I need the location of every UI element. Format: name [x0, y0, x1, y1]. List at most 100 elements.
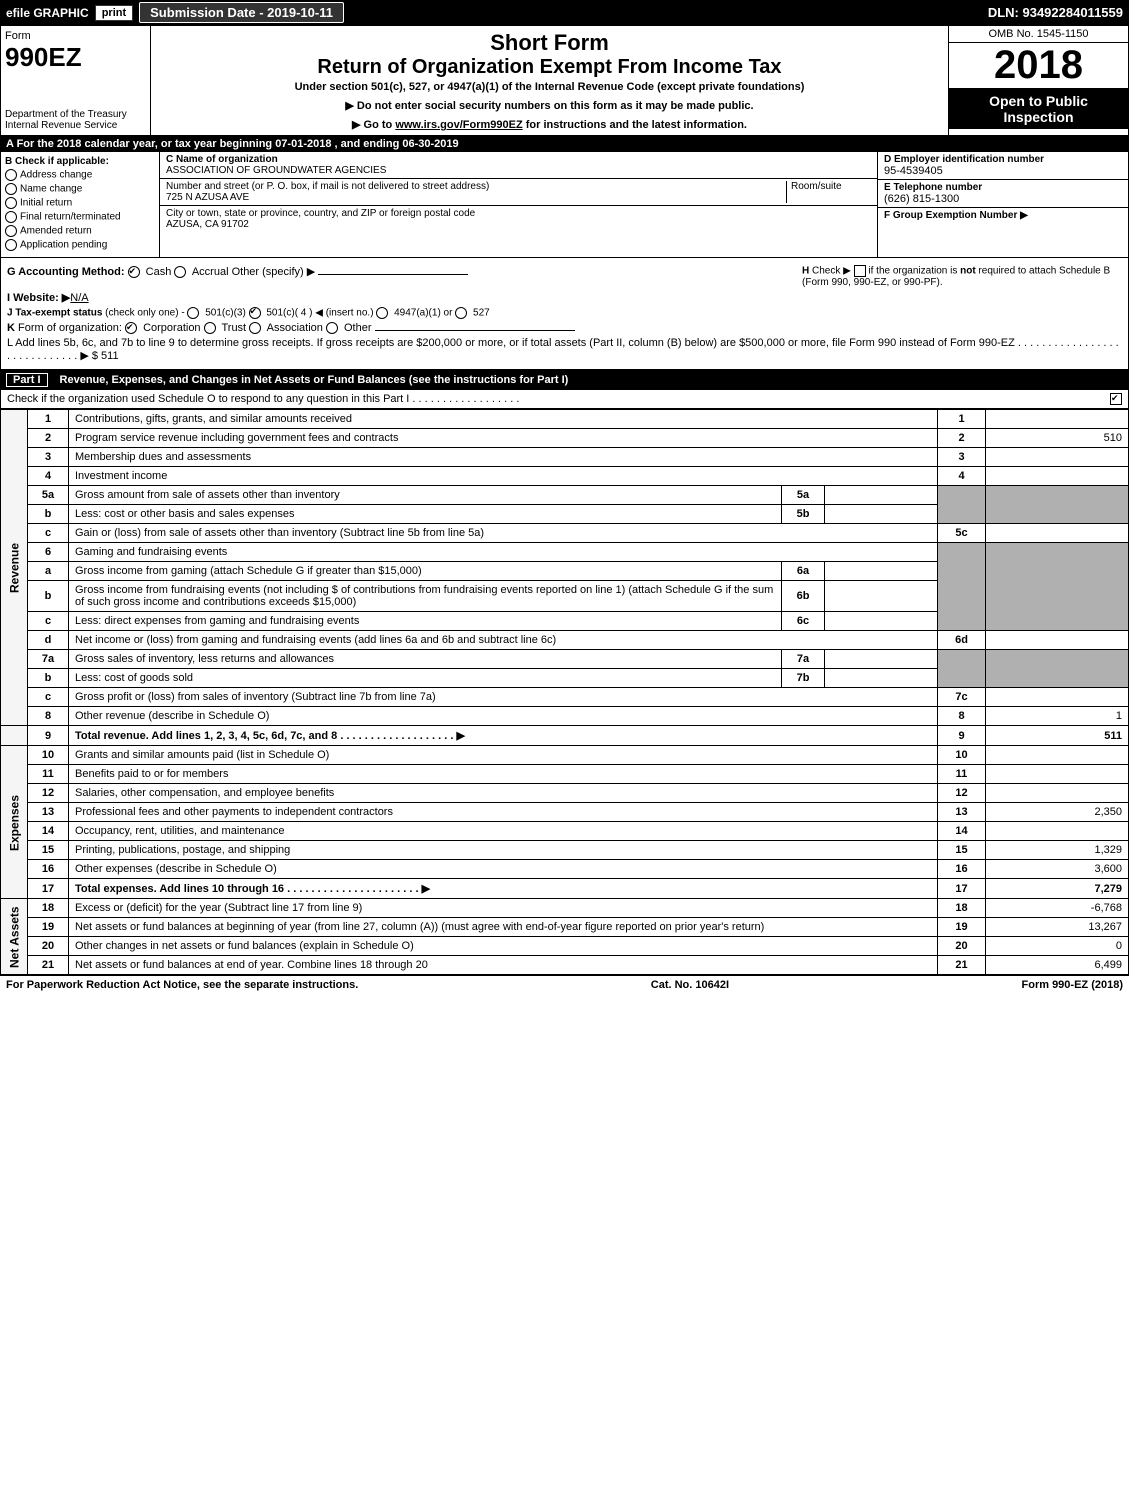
line-9-box: 9 [938, 726, 986, 746]
line-4-desc: Investment income [69, 467, 938, 486]
line-6c-subval [825, 612, 938, 631]
row-5c: c Gain or (loss) from sale of assets oth… [1, 524, 1129, 543]
row-9: 9 Total revenue. Add lines 1, 2, 3, 4, 5… [1, 726, 1129, 746]
footer-center: Cat. No. 10642I [651, 979, 729, 991]
opt-name-change-label: Name change [20, 184, 82, 195]
line-16-box: 16 [938, 860, 986, 879]
line-19-num: 19 [28, 918, 69, 937]
line-13-desc: Professional fees and other payments to … [69, 803, 938, 822]
other-radio[interactable] [326, 322, 338, 334]
4947-radio[interactable] [376, 307, 388, 319]
opt-amended-return[interactable]: Amended return [5, 225, 155, 237]
header-left: Form 990EZ Department of the Treasury In… [1, 26, 151, 135]
line-14-desc: Occupancy, rent, utilities, and maintena… [69, 822, 938, 841]
print-button[interactable]: print [95, 5, 133, 21]
line-1-num: 1 [28, 410, 69, 429]
header-right: OMB No. 1545-1150 2018 Open to Public In… [948, 26, 1128, 135]
line-7c-num: c [28, 688, 69, 707]
opt-final-return[interactable]: Final return/terminated [5, 211, 155, 223]
org-name-label: C Name of organization [166, 154, 278, 165]
line-7b-sub: 7b [782, 669, 825, 688]
line-6a-sub: 6a [782, 562, 825, 581]
line-1-desc: Contributions, gifts, grants, and simila… [69, 410, 938, 429]
section-f: F Group Exemption Number ▶ [878, 208, 1128, 223]
opt-initial-return[interactable]: Initial return [5, 197, 155, 209]
line-5a-desc: Gross amount from sale of assets other t… [69, 486, 782, 505]
opt-amended-return-label: Amended return [20, 226, 92, 237]
line-8-box: 8 [938, 707, 986, 726]
line-14-num: 14 [28, 822, 69, 841]
line-20-val: 0 [986, 937, 1129, 956]
schedule-b-check[interactable] [854, 265, 866, 277]
line-17-num: 17 [28, 879, 69, 899]
row-18: Net Assets 18 Excess or (deficit) for th… [1, 899, 1129, 918]
phone-value: (626) 815-1300 [884, 193, 959, 205]
city-value: AZUSA, CA 91702 [166, 219, 249, 230]
corp-radio[interactable] [125, 322, 137, 334]
line-10-num: 10 [28, 746, 69, 765]
line-8-num: 8 [28, 707, 69, 726]
cash-radio[interactable] [128, 266, 140, 278]
line-7a-sub: 7a [782, 650, 825, 669]
row-15: 15 Printing, publications, postage, and … [1, 841, 1129, 860]
accrual-radio[interactable] [174, 266, 186, 278]
line-5b-sub: 5b [782, 505, 825, 524]
line-6b-desc: Gross income from fundraising events (no… [69, 581, 782, 612]
section-c: C Name of organization ASSOCIATION OF GR… [160, 152, 877, 257]
line-6-desc: Gaming and fundraising events [69, 543, 938, 562]
section-b: B Check if applicable: Address change Na… [1, 152, 160, 257]
assoc-radio[interactable] [249, 322, 261, 334]
line-5c-desc: Gain or (loss) from sale of assets other… [69, 524, 938, 543]
schedule-o-check[interactable] [1110, 393, 1122, 405]
line-15-desc: Printing, publications, postage, and shi… [69, 841, 938, 860]
line-12-box: 12 [938, 784, 986, 803]
footer-left: For Paperwork Reduction Act Notice, see … [6, 979, 358, 991]
line-3-val [986, 448, 1129, 467]
line-6c-desc: Less: direct expenses from gaming and fu… [69, 612, 782, 631]
row-13: 13 Professional fees and other payments … [1, 803, 1129, 822]
opt-application-pending[interactable]: Application pending [5, 239, 155, 251]
meta-rows: G Accounting Method: Cash Accrual Other … [0, 258, 1129, 370]
line-6b-subval [825, 581, 938, 612]
line-10-val [986, 746, 1129, 765]
row-14: 14 Occupancy, rent, utilities, and maint… [1, 822, 1129, 841]
line-18-box: 18 [938, 899, 986, 918]
line-8-desc: Other revenue (describe in Schedule O) [69, 707, 938, 726]
line-6b-num: b [28, 581, 69, 612]
line-3-box: 3 [938, 448, 986, 467]
line-4-val [986, 467, 1129, 486]
501c-radio[interactable] [249, 307, 261, 319]
line-17-box: 17 [938, 879, 986, 899]
row-16: 16 Other expenses (describe in Schedule … [1, 860, 1129, 879]
line-16-val: 3,600 [986, 860, 1129, 879]
section-l: L Add lines 5b, 6c, and 7b to line 9 to … [7, 337, 1122, 362]
line-6d-box: 6d [938, 631, 986, 650]
line-6d-val [986, 631, 1129, 650]
opt-address-change[interactable]: Address change [5, 169, 155, 181]
opt-application-pending-label: Application pending [20, 240, 107, 251]
opt-final-return-label: Final return/terminated [20, 212, 121, 223]
line-12-num: 12 [28, 784, 69, 803]
line-3-desc: Membership dues and assessments [69, 448, 938, 467]
line-11-box: 11 [938, 765, 986, 784]
trust-radio[interactable] [204, 322, 216, 334]
row-20: 20 Other changes in net assets or fund b… [1, 937, 1129, 956]
line-3-num: 3 [28, 448, 69, 467]
grey-5 [938, 486, 986, 524]
subtitle: Under section 501(c), 527, or 4947(a)(1)… [155, 81, 944, 93]
line-18-desc: Excess or (deficit) for the year (Subtra… [69, 899, 938, 918]
grey-7 [938, 650, 986, 688]
line-10-box: 10 [938, 746, 986, 765]
line-17-val: 7,279 [986, 879, 1129, 899]
line-6-num: 6 [28, 543, 69, 562]
501c3-radio[interactable] [187, 307, 199, 319]
opt-name-change[interactable]: Name change [5, 183, 155, 195]
row-11: 11 Benefits paid to or for members 11 [1, 765, 1129, 784]
opt-initial-return-label: Initial return [20, 198, 72, 209]
efile-label: efile GRAPHIC [6, 6, 89, 20]
dln-number: DLN: 93492284011559 [988, 5, 1123, 20]
line-8-val: 1 [986, 707, 1129, 726]
section-def: D Employer identification number 95-4539… [877, 152, 1128, 257]
527-radio[interactable] [455, 307, 467, 319]
section-i: I Website: ▶N/A [7, 291, 1122, 304]
